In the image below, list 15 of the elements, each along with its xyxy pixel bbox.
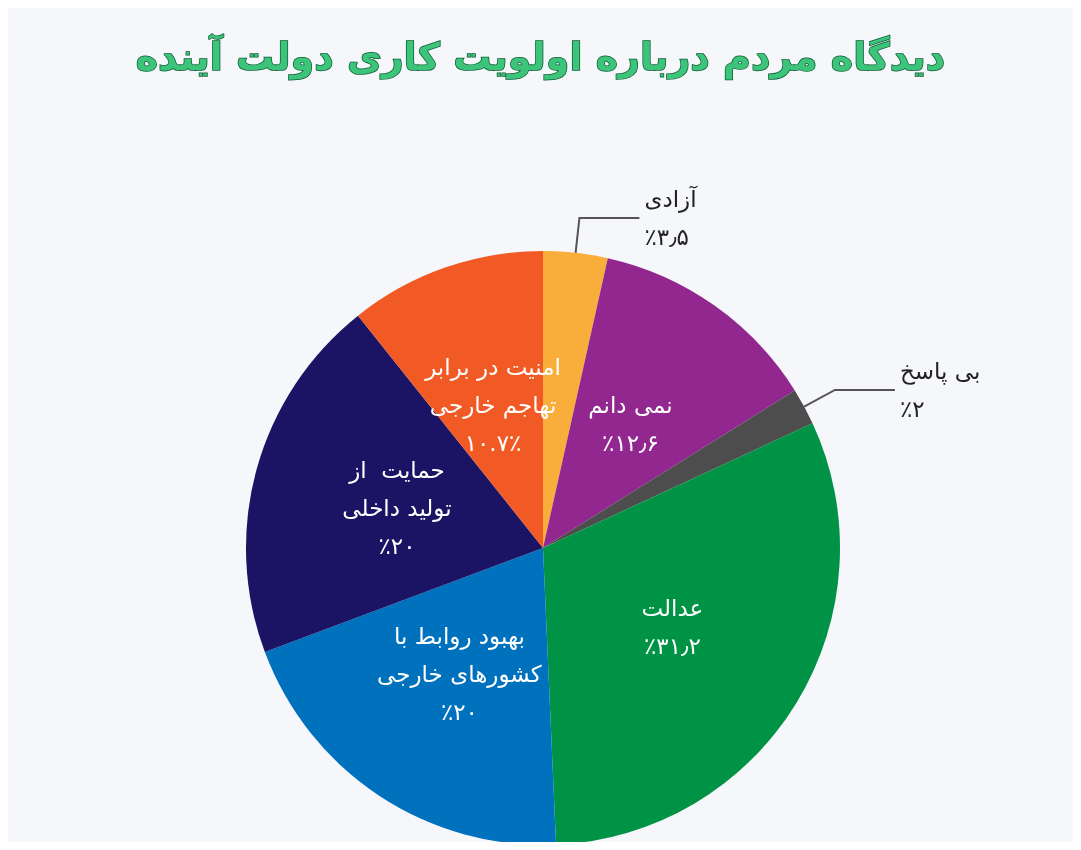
- data-label: ٪۱۲٫۶: [602, 430, 659, 457]
- data-label: ٪۲: [899, 395, 925, 422]
- data-label: ٪۲۰: [440, 699, 478, 726]
- data-label: ٪۲۰: [378, 532, 416, 559]
- data-label: ٪۳٫۵: [644, 224, 689, 251]
- slice-label: آزادی: [644, 185, 699, 214]
- data-label: ٪۳۱٫۲: [643, 632, 701, 659]
- slice-label: نمی دانم: [588, 392, 673, 420]
- slice-label: بهبود روابط با کشورهای خارجی: [377, 623, 542, 689]
- chart-title: دیدگاه مردم درباره اولویت کاری دولت آینده: [135, 33, 946, 80]
- slice-label: حمایت از تولید داخلی: [342, 456, 452, 522]
- slice-label: امنیت در برابر تهاجم خارجی: [424, 353, 561, 419]
- slice-label: بی پاسخ: [899, 357, 981, 385]
- slice-label: عدالت: [641, 594, 704, 621]
- data-label: ۱۰.۷٪: [464, 429, 522, 456]
